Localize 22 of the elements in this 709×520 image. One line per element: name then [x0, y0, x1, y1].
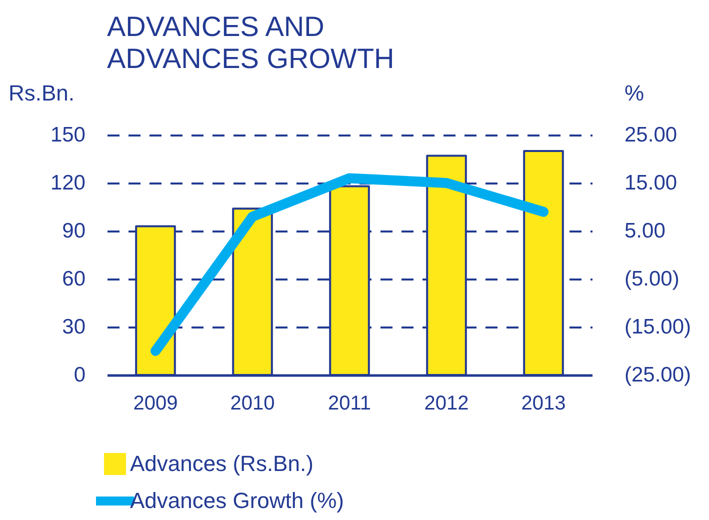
x-tick-label: 2012: [424, 392, 469, 414]
y-axis-title: Rs.Bn.: [8, 80, 75, 106]
x-tick-label: 2013: [521, 392, 566, 414]
y-tick-label: 120: [50, 172, 86, 194]
x-tick-label: 2011: [328, 392, 372, 414]
y2-tick-label: (15.00): [624, 316, 692, 338]
y2-tick-label: 25.00: [624, 124, 678, 146]
chart-title: ADVANCES AND ADVANCES GROWTH: [107, 11, 394, 74]
y2-tick-label: (25.00): [624, 364, 692, 386]
y-tick-label: 150: [50, 124, 86, 146]
y2-axis-title: %: [624, 80, 644, 106]
y-tick-label: 60: [62, 268, 86, 290]
legend-label: Advances Growth (%): [130, 488, 344, 513]
y-tick-label: 0: [74, 364, 86, 386]
y2-tick-label: 5.00: [624, 220, 666, 242]
y2-tick-label: 15.00: [624, 172, 678, 194]
x-tick-label: 2010: [230, 392, 275, 414]
y2-tick-label: (5.00): [624, 268, 680, 290]
legend-label: Advances (Rs.Bn.): [130, 451, 314, 476]
x-tick-label: 2009: [133, 392, 178, 414]
y-tick-label: 90: [62, 220, 86, 242]
y-tick-label: 30: [62, 316, 86, 338]
